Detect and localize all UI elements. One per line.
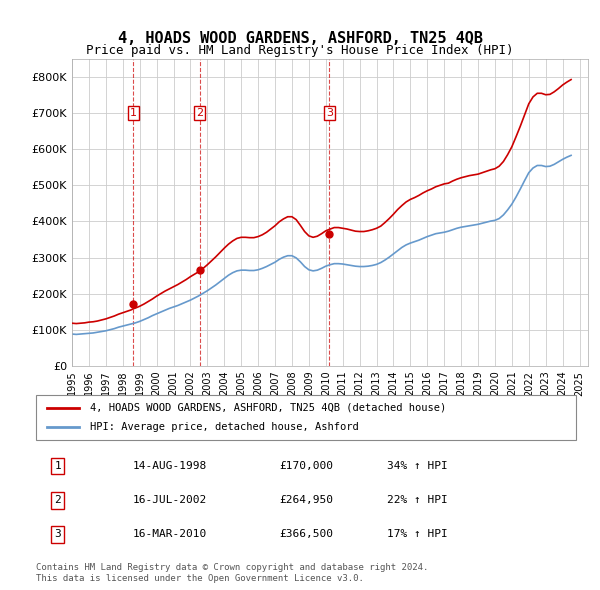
Text: 2: 2 [54,495,61,505]
Text: Price paid vs. HM Land Registry's House Price Index (HPI): Price paid vs. HM Land Registry's House … [86,44,514,57]
Text: 16-JUL-2002: 16-JUL-2002 [133,495,208,505]
Text: 14-AUG-1998: 14-AUG-1998 [133,461,208,471]
Text: 17% ↑ HPI: 17% ↑ HPI [387,529,448,539]
Text: HPI: Average price, detached house, Ashford: HPI: Average price, detached house, Ashf… [90,422,359,432]
Text: 16-MAR-2010: 16-MAR-2010 [133,529,208,539]
Text: 4, HOADS WOOD GARDENS, ASHFORD, TN25 4QB: 4, HOADS WOOD GARDENS, ASHFORD, TN25 4QB [118,31,482,46]
Text: 34% ↑ HPI: 34% ↑ HPI [387,461,448,471]
Text: 3: 3 [54,529,61,539]
Text: Contains HM Land Registry data © Crown copyright and database right 2024.
This d: Contains HM Land Registry data © Crown c… [36,563,428,583]
Text: £170,000: £170,000 [279,461,333,471]
Text: 1: 1 [54,461,61,471]
Text: 3: 3 [326,108,333,118]
FancyBboxPatch shape [36,395,576,440]
Text: £366,500: £366,500 [279,529,333,539]
Text: 2: 2 [196,108,203,118]
Text: 22% ↑ HPI: 22% ↑ HPI [387,495,448,505]
Text: £264,950: £264,950 [279,495,333,505]
Text: 4, HOADS WOOD GARDENS, ASHFORD, TN25 4QB (detached house): 4, HOADS WOOD GARDENS, ASHFORD, TN25 4QB… [90,403,446,412]
Text: 1: 1 [130,108,137,118]
